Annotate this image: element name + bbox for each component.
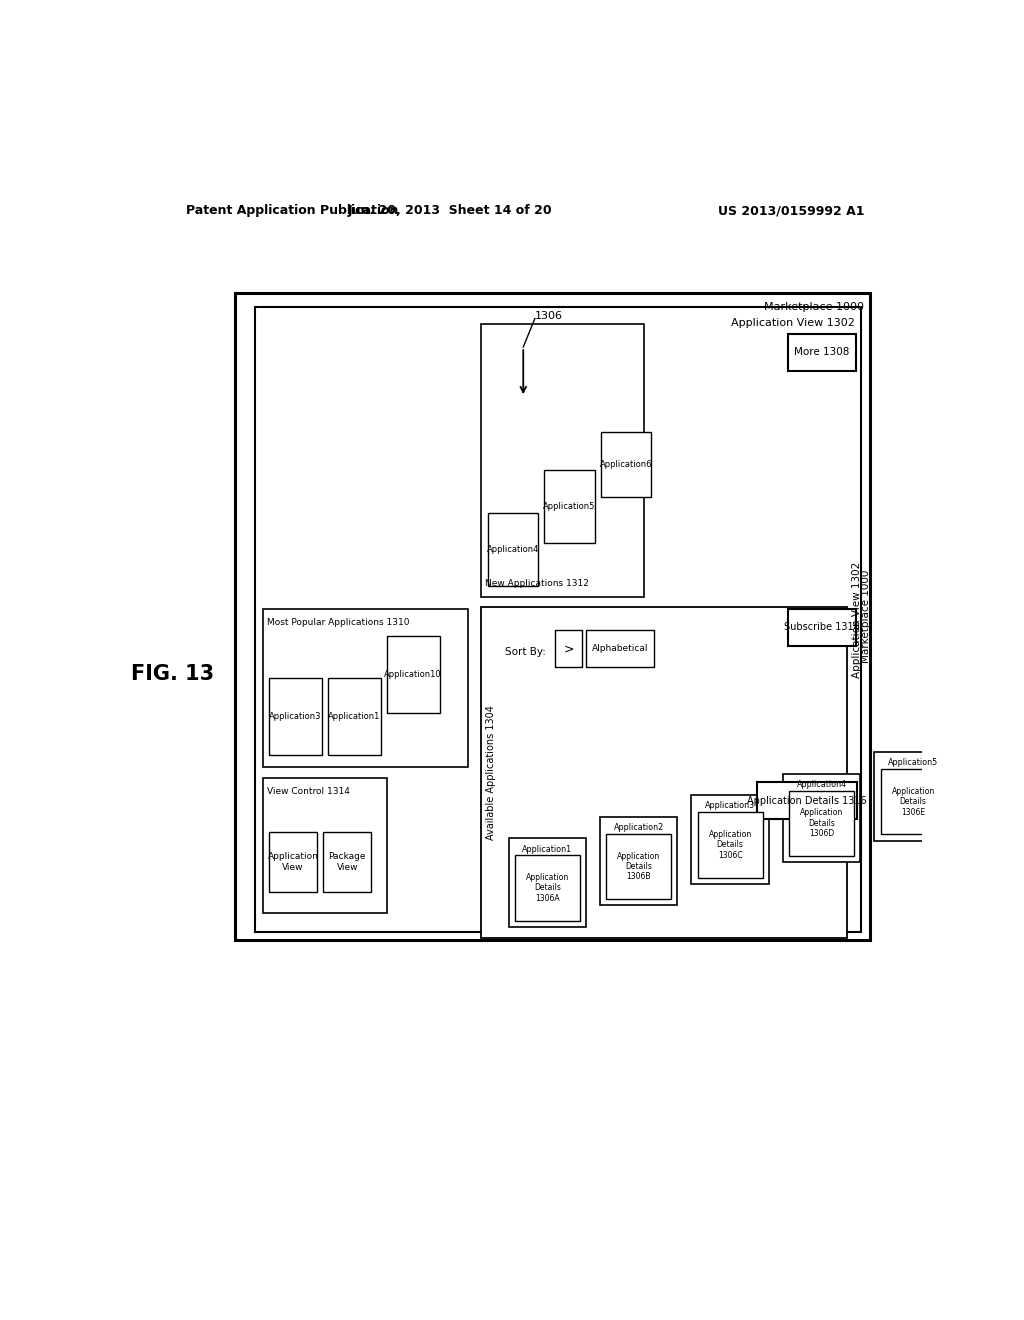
Bar (600, 817, 678, 906)
Text: >: > (563, 643, 573, 656)
Bar (263, 609, 468, 767)
Text: Marketplace 1000: Marketplace 1000 (764, 302, 864, 313)
Text: Application1: Application1 (328, 713, 381, 721)
Text: Application2: Application2 (613, 824, 664, 832)
Text: Marketplace 1000: Marketplace 1000 (861, 570, 870, 663)
Text: New Applications 1312: New Applications 1312 (485, 579, 589, 589)
Text: FIG. 13: FIG. 13 (131, 664, 214, 684)
Text: Application10: Application10 (384, 669, 442, 678)
Bar (601, 432, 651, 498)
Text: 1306: 1306 (535, 312, 563, 321)
Text: Application6: Application6 (600, 459, 652, 469)
Bar (387, 636, 439, 713)
Text: Application1: Application1 (522, 845, 572, 854)
Text: Subscribe 1318: Subscribe 1318 (783, 622, 859, 632)
Bar (324, 832, 372, 892)
Text: Application
View: Application View (267, 853, 318, 873)
Bar (481, 607, 847, 939)
Bar (269, 678, 322, 755)
Text: Patent Application Publication: Patent Application Publication (186, 205, 398, 218)
Text: US 2013/0159992 A1: US 2013/0159992 A1 (718, 205, 864, 218)
Text: Application3: Application3 (269, 713, 322, 721)
Bar (509, 838, 586, 927)
Text: Application View 1302: Application View 1302 (731, 318, 855, 327)
Bar (697, 812, 763, 878)
Bar (269, 832, 317, 892)
Text: Application4: Application4 (486, 545, 539, 553)
Bar (263, 779, 387, 913)
Bar (874, 752, 952, 841)
Text: Package
View: Package View (329, 853, 366, 873)
Text: View Control 1314: View Control 1314 (266, 788, 349, 796)
Text: Application5: Application5 (543, 503, 596, 511)
Bar (787, 609, 856, 645)
Text: Application Details 1316: Application Details 1316 (748, 796, 866, 805)
Bar (328, 678, 381, 755)
Text: Application5: Application5 (888, 759, 938, 767)
Bar (790, 791, 854, 857)
Bar (515, 855, 580, 921)
Text: Application
Details
1306B: Application Details 1306B (617, 851, 660, 882)
Bar (487, 512, 538, 586)
Bar (787, 334, 856, 371)
Bar (555, 631, 583, 668)
Text: Most Popular Applications 1310: Most Popular Applications 1310 (266, 618, 410, 627)
Text: Application
Details
1306D: Application Details 1306D (800, 808, 843, 838)
Bar (881, 770, 945, 834)
Bar (606, 834, 672, 899)
Bar (544, 470, 595, 544)
Bar (255, 308, 861, 932)
Text: Application
Details
1306E: Application Details 1306E (892, 787, 935, 817)
Bar (691, 795, 769, 884)
Bar (481, 323, 644, 597)
Text: Sort By:: Sort By: (505, 647, 546, 657)
Text: Application4: Application4 (797, 780, 847, 789)
Bar (783, 774, 860, 862)
Text: Available Applications 1304: Available Applications 1304 (485, 705, 496, 841)
Text: Application
Details
1306C: Application Details 1306C (709, 830, 752, 859)
Bar (234, 293, 870, 940)
Text: Application3: Application3 (706, 801, 756, 810)
Text: Alphabetical: Alphabetical (592, 644, 648, 653)
Text: Jun. 20, 2013  Sheet 14 of 20: Jun. 20, 2013 Sheet 14 of 20 (347, 205, 552, 218)
Bar (757, 781, 857, 818)
Text: Application View 1302: Application View 1302 (852, 561, 861, 677)
Text: More 1308: More 1308 (794, 347, 849, 358)
Text: Application
Details
1306A: Application Details 1306A (525, 873, 569, 903)
Bar (586, 631, 654, 668)
